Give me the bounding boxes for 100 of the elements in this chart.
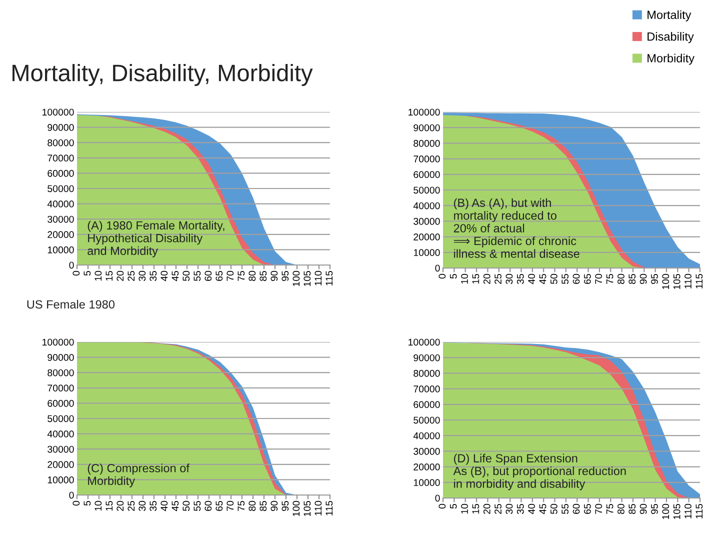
y-tick-label: 90000 [48, 354, 74, 361]
x-tick-label: 80 [618, 504, 624, 514]
y-tick-label: 40000 [47, 200, 74, 208]
y-tick-label: 100000 [408, 338, 440, 346]
x-tick-label: 30 [506, 274, 513, 284]
x-tick-label: 55 [562, 274, 569, 284]
x-tick-label: 25 [128, 270, 135, 281]
y-tick-label: 60000 [414, 171, 440, 178]
y-tick-label: 20000 [414, 464, 440, 470]
y-tick-label: 60000 [414, 401, 440, 408]
x-tick-label: 20 [483, 504, 490, 514]
x-tick-label: 60 [204, 500, 212, 511]
y-tick-label: 90000 [414, 124, 440, 132]
y-tick-label: 40000 [47, 430, 74, 438]
x-tick-label: 5 [450, 274, 457, 279]
y-tick-label: 20000 [48, 231, 74, 238]
y-tick-label: 80000 [48, 369, 74, 376]
x-tick-label: 70 [595, 274, 602, 284]
x-tick-label: 10 [461, 504, 468, 514]
x-tick-label: 105 [304, 270, 311, 286]
x-tick-label: 40 [160, 500, 168, 512]
y-tick-label: 10000 [414, 249, 440, 256]
annotation: (C) Compression of Morbidity [88, 464, 190, 488]
x-tick-label: 15 [472, 504, 480, 514]
y-tick-label: 50000 [414, 186, 440, 194]
y-tick-label: 40000 [413, 202, 440, 210]
y-tick-label: 60000 [48, 400, 74, 407]
annotation: (D) Life Span Extension As (B), but proportional reduction in morbidity and disability [453, 454, 626, 490]
y-tick-label: 30000 [48, 446, 74, 453]
x-tick-label: 110 [314, 500, 322, 516]
x-tick-label: 10 [461, 274, 468, 284]
x-tick-label: 35 [150, 500, 157, 511]
y-tick-label: 70000 [414, 156, 440, 162]
y-tick-label: 50000 [48, 185, 74, 192]
x-tick-label: 55 [194, 500, 201, 511]
y-tick-label: 30000 [414, 218, 440, 225]
x-tick-label: 90 [640, 274, 647, 284]
x-tick-label: 115 [326, 500, 333, 516]
x-tick-label: 70 [226, 500, 234, 511]
x-tick-label: 40 [528, 274, 535, 284]
y-tick-label: 70000 [48, 154, 74, 162]
x-tick-label: 70 [595, 504, 602, 514]
legend-label: Mortality [648, 10, 692, 22]
x-tick-label: 100 [292, 500, 300, 516]
x-tick-label: 0 [438, 504, 446, 509]
y-tick-label: 100000 [42, 108, 74, 116]
x-tick-label: 85 [628, 274, 636, 284]
x-tick-label: 35 [150, 270, 157, 281]
x-tick-label: 20 [116, 500, 124, 511]
x-tick-label: 65 [216, 500, 223, 511]
y-tick-label: 50000 [414, 416, 440, 424]
x-tick-label: 65 [584, 274, 591, 284]
x-tick-label: 85 [260, 500, 267, 511]
x-tick-label: 100 [662, 274, 670, 290]
x-tick-label: 75 [238, 500, 245, 511]
y-tick-label: 100000 [42, 338, 74, 346]
y-tick-label: 10000 [48, 246, 74, 254]
x-tick-label: 85 [628, 504, 636, 514]
x-tick-label: 100 [292, 270, 300, 286]
x-tick-label: 30 [138, 500, 146, 511]
x-tick-label: 45 [172, 500, 179, 512]
x-tick-label: 80 [248, 270, 256, 281]
x-tick-label: 115 [696, 504, 703, 518]
y-tick-label: 100000 [408, 108, 440, 116]
y-tick-label: 20000 [48, 461, 74, 468]
y-tick-label: 40000 [413, 432, 440, 440]
x-tick-label: 0 [72, 500, 80, 506]
y-tick-label: 80000 [48, 139, 74, 146]
x-tick-label: 60 [572, 504, 580, 514]
x-tick-label: 15 [106, 270, 113, 281]
y-tick-label: 50000 [48, 415, 74, 422]
x-tick-label: 15 [106, 500, 113, 511]
x-tick-label: 75 [238, 270, 245, 281]
x-tick-label: 95 [651, 274, 658, 284]
y-tick-label: 30000 [48, 216, 74, 223]
text: US Female 1980 [27, 300, 115, 309]
x-tick-label: 25 [494, 504, 502, 514]
x-tick-label: 80 [618, 274, 624, 284]
x-tick-label: 115 [326, 270, 333, 286]
x-tick-label: 95 [282, 270, 289, 281]
chart-title: Mortality, Disability, Morbidity [12, 64, 313, 86]
x-tick-label: 0 [438, 274, 446, 279]
x-tick-label: 15 [472, 274, 480, 284]
x-tick-label: 35 [516, 274, 524, 284]
x-tick-label: 110 [684, 504, 692, 518]
x-tick-label: 75 [606, 504, 614, 514]
y-tick-label: 90000 [414, 354, 440, 362]
y-tick-label: 10000 [48, 476, 74, 484]
x-tick-label: 45 [172, 270, 179, 282]
x-tick-label: 110 [684, 274, 692, 288]
x-tick-label: 90 [270, 270, 278, 281]
y-tick-label: 0 [69, 492, 74, 499]
legend-label: Morbidity [648, 54, 694, 65]
y-tick-label: 70000 [414, 386, 440, 392]
x-tick-label: 105 [673, 504, 680, 520]
x-tick-label: 35 [516, 504, 524, 514]
y-tick-label: 70000 [48, 384, 74, 392]
y-tick-label: 20000 [414, 234, 440, 240]
x-tick-label: 5 [84, 270, 91, 276]
x-tick-label: 10 [94, 500, 102, 511]
